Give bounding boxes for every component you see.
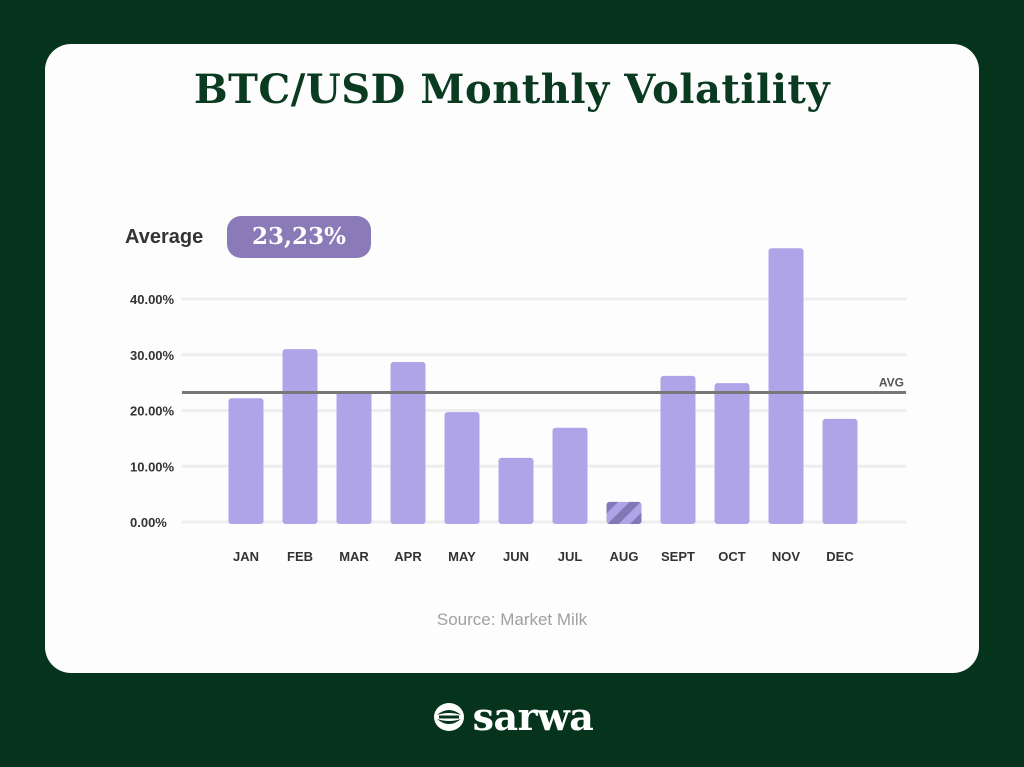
y-tick-label: 0.00% [130,515,167,530]
bar-jan [228,398,264,524]
y-tick-label: 10.00% [130,459,175,474]
brand-name: sarwa [472,694,594,739]
bar-mar [336,390,372,524]
x-tick-label: OCT [718,549,746,564]
bar-sept [660,375,696,524]
y-tick-label: 40.00% [130,292,175,307]
x-tick-label: AUG [610,549,639,564]
x-tick-label: NOV [772,549,801,564]
bar-may [444,412,480,524]
source-note: Source: Market Milk [436,610,588,629]
y-tick-label: 30.00% [130,348,175,363]
x-tick-label: APR [394,549,422,564]
sarwa-logo-icon [433,702,464,731]
x-tick-label: SEPT [661,549,695,564]
average-label: Average [125,226,204,248]
x-tick-label: FEB [287,549,313,564]
x-tick-label: MAR [339,549,369,564]
average-value-pill: 23,23% [227,216,371,258]
bar-jun [498,457,534,524]
bar-oct [714,383,750,524]
chart-title: BTC/USD Monthly Volatility [193,66,831,113]
average-line-label: AVG [879,375,904,389]
x-tick-label: JAN [233,549,259,564]
x-tick-label: MAY [448,549,476,564]
x-tick-label: JUL [558,549,583,564]
x-tick-label: JUN [503,549,529,564]
bar-feb [282,349,318,524]
y-tick-label: 20.00% [130,404,175,419]
bar-dec [822,418,858,524]
bar-nov [768,248,804,524]
bar-apr [390,361,426,524]
bar-jul [552,427,588,524]
x-tick-label: DEC [826,549,854,564]
chart-card [45,44,979,673]
brand-footer: sarwa [0,694,1024,739]
bar-aug [606,501,642,524]
